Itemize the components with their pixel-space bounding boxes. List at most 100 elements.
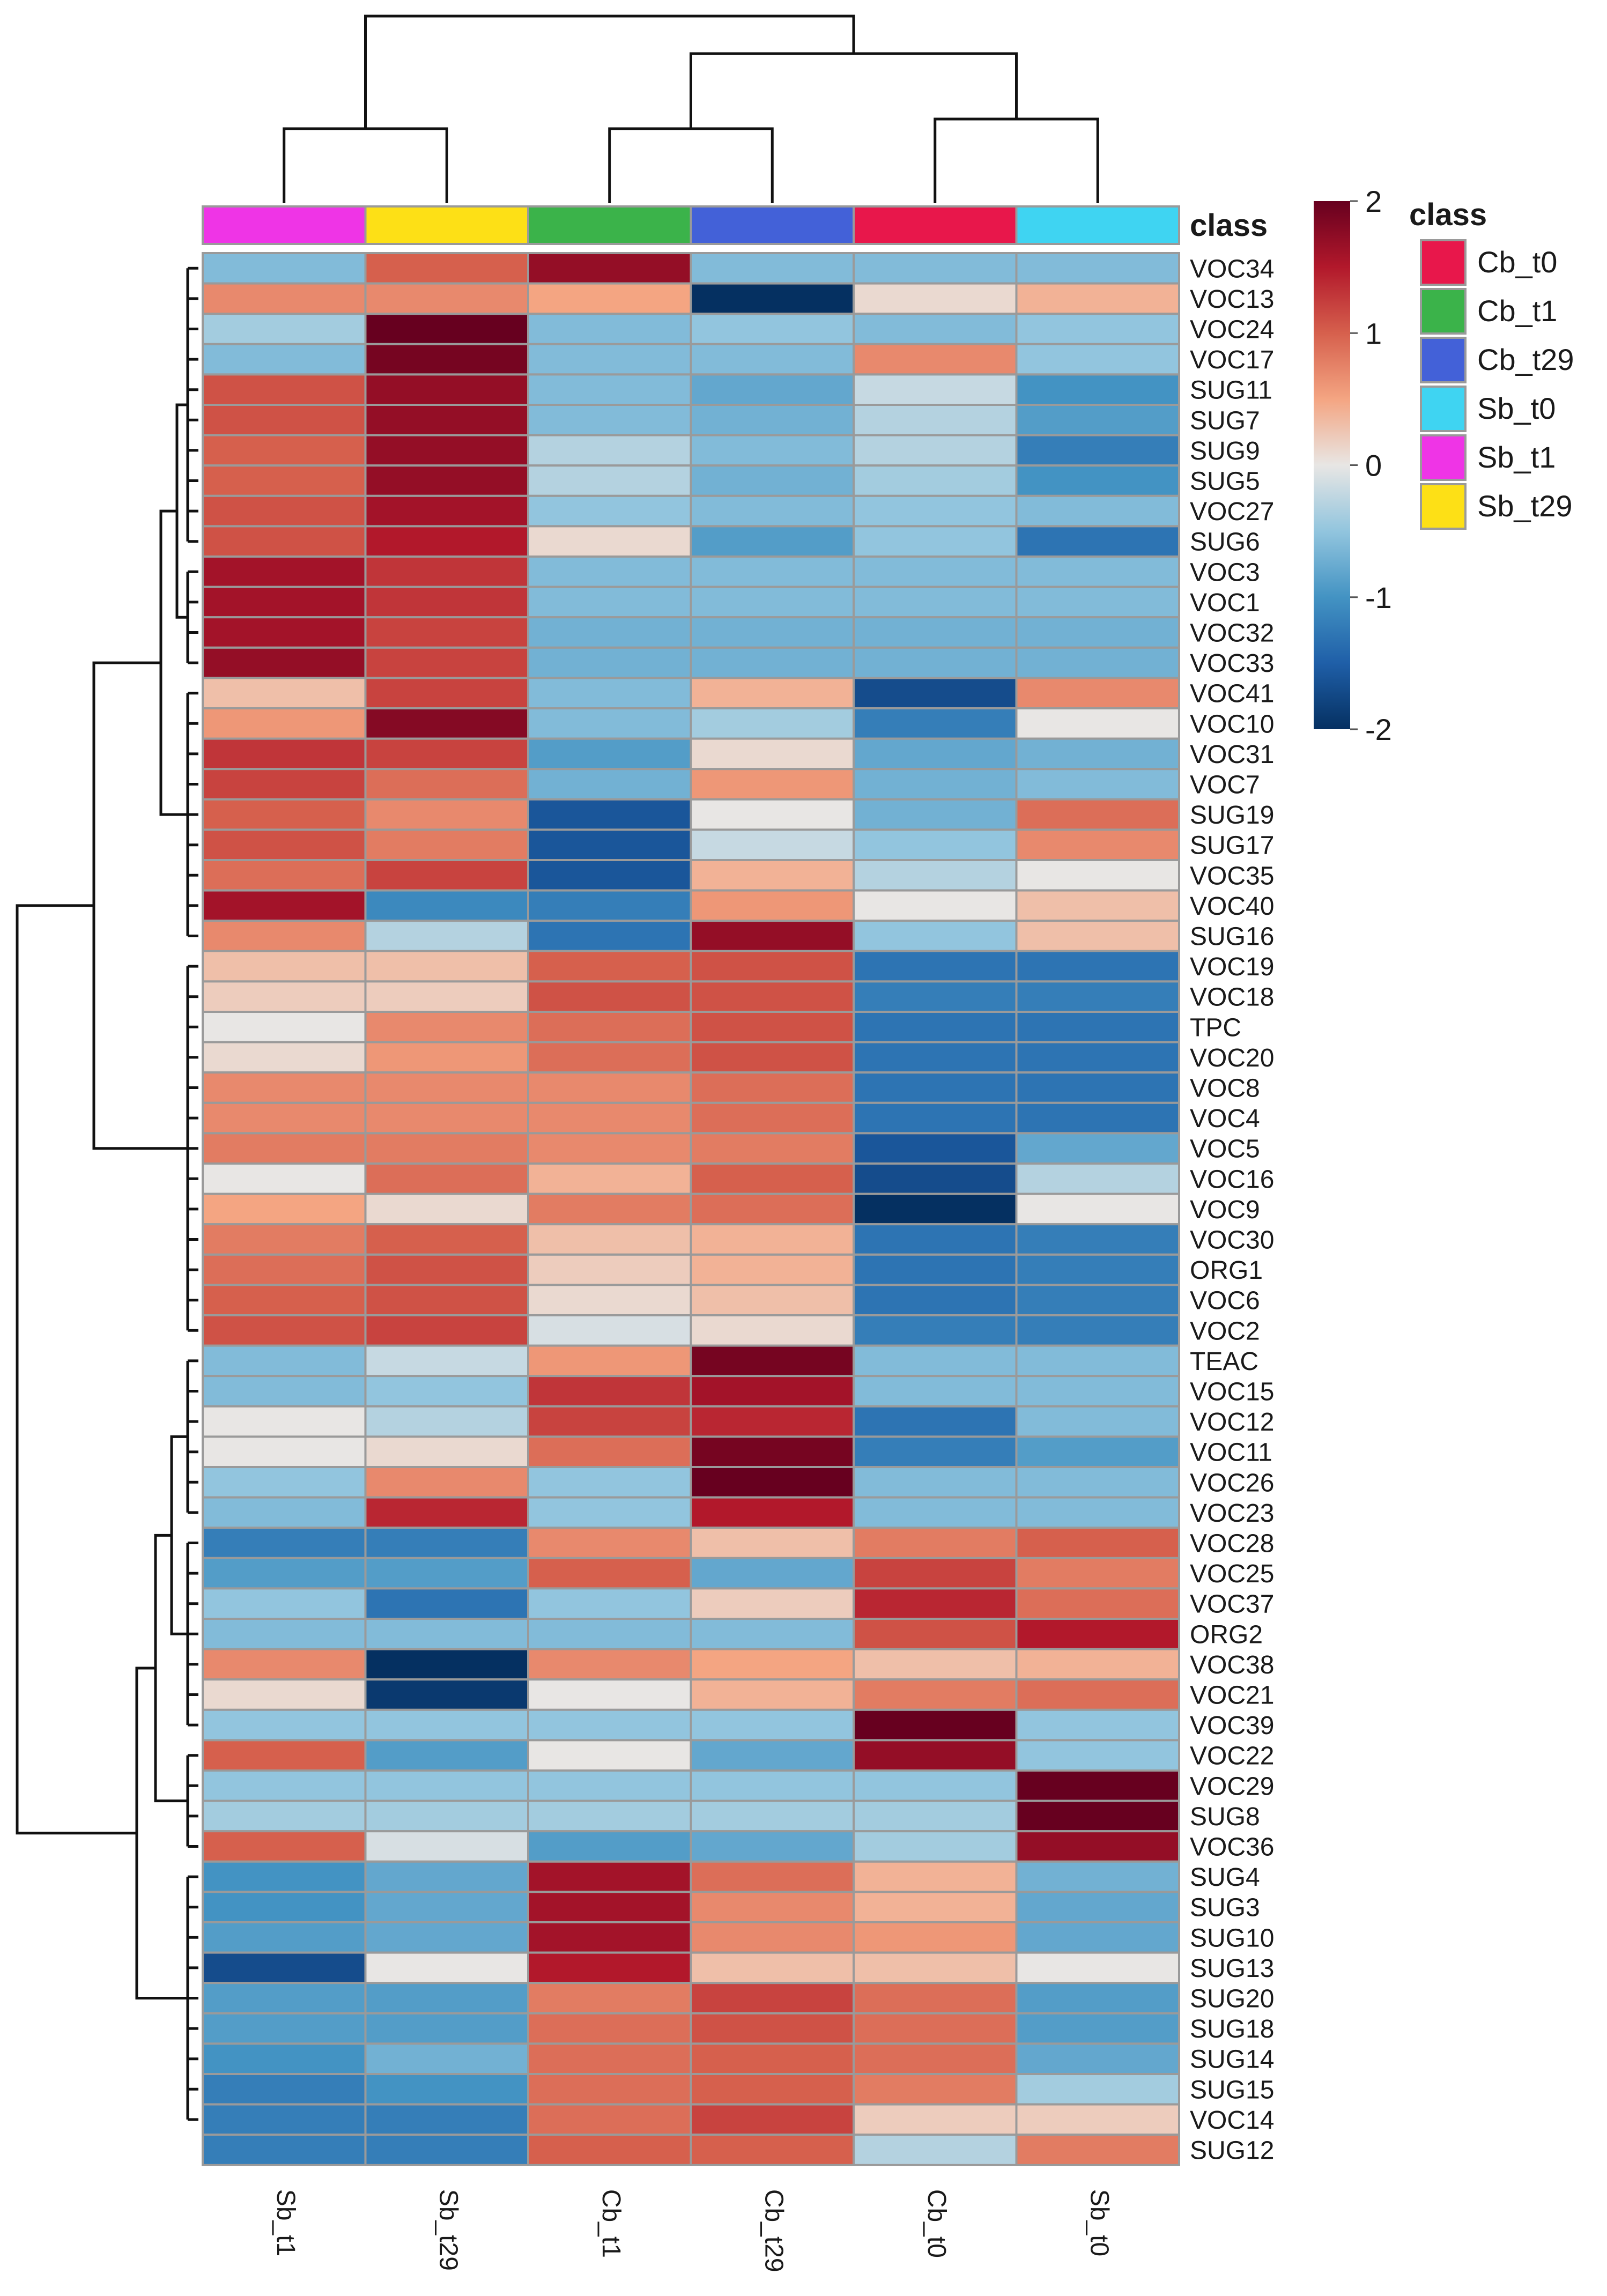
heatmap-cell xyxy=(853,737,1018,771)
heatmap-cell xyxy=(364,1769,529,1802)
heatmap-cell xyxy=(527,1951,692,1984)
heatmap-cell xyxy=(853,1253,1018,1286)
heatmap-cell xyxy=(527,1101,692,1135)
heatmap-cell xyxy=(364,889,529,922)
heatmap-cell xyxy=(853,1678,1018,1711)
heatmap-cell xyxy=(527,2012,692,2045)
heatmap-cell xyxy=(527,282,692,315)
heatmap-cell xyxy=(690,1132,855,1165)
heatmap-cell xyxy=(202,282,367,315)
heatmap-cell xyxy=(853,1982,1018,2014)
class-legend-title: class xyxy=(1409,197,1487,232)
heatmap-cell xyxy=(1015,1344,1180,1377)
heatmap-cell xyxy=(202,1101,367,1135)
heatmap-cell xyxy=(1015,1466,1180,1499)
heatmap-cell xyxy=(527,1162,692,1195)
heatmap-cell xyxy=(1015,859,1180,892)
heatmap-cell xyxy=(853,920,1018,952)
row-label: VOC1 xyxy=(1190,589,1260,617)
heatmap-cell xyxy=(853,1071,1018,1104)
heatmap-cell xyxy=(364,1648,529,1681)
heatmap-cell xyxy=(690,1527,855,1559)
heatmap-cell xyxy=(690,1193,855,1226)
heatmap-cell xyxy=(853,1314,1018,1347)
heatmap-cell xyxy=(1015,494,1180,528)
heatmap-cell xyxy=(202,1223,367,1256)
heatmap-cell xyxy=(364,2042,529,2075)
heatmap-cell xyxy=(690,2134,855,2166)
heatmap-cell xyxy=(527,920,692,952)
row-label: VOC35 xyxy=(1190,862,1274,890)
row-label: SUG20 xyxy=(1190,1985,1274,2013)
heatmap-cell xyxy=(853,282,1018,315)
heatmap-cell xyxy=(527,616,692,649)
heatmap-cell xyxy=(202,434,367,467)
heatmap-cell xyxy=(202,1314,367,1347)
heatmap-cell xyxy=(853,1739,1018,1772)
heatmap-cell xyxy=(853,1799,1018,1833)
row-label: SUG12 xyxy=(1190,2137,1274,2165)
heatmap-cell xyxy=(1015,768,1180,801)
heatmap-cell xyxy=(1015,1587,1180,1620)
heatmap-cell xyxy=(1015,404,1180,436)
heatmap-cell xyxy=(364,1344,529,1377)
heatmap-cell xyxy=(690,737,855,771)
heatmap-cell xyxy=(527,2042,692,2075)
heatmap-cell xyxy=(1015,2012,1180,2045)
heatmap-cell xyxy=(853,1648,1018,1681)
heatmap-cell xyxy=(853,525,1018,558)
heatmap-cell xyxy=(202,1344,367,1377)
heatmap-cell xyxy=(690,1860,855,1893)
heatmap-cell xyxy=(690,1587,855,1620)
row-label: VOC33 xyxy=(1190,649,1274,678)
heatmap-cell xyxy=(364,677,529,710)
heatmap-cell xyxy=(853,1041,1018,1074)
heatmap-cell xyxy=(853,1769,1018,1802)
heatmap-cell xyxy=(853,1132,1018,1165)
heatmap-cell xyxy=(527,1830,692,1863)
legend-swatch xyxy=(1420,288,1467,335)
row-label: VOC25 xyxy=(1190,1560,1274,1588)
heatmap-cell xyxy=(690,1708,855,1742)
heatmap-cell xyxy=(690,1618,855,1650)
heatmap-cell xyxy=(1015,1648,1180,1681)
heatmap-cell xyxy=(527,2103,692,2136)
heatmap-cell xyxy=(527,313,692,345)
heatmap-cell xyxy=(202,980,367,1013)
heatmap-cell xyxy=(202,1982,367,2014)
heatmap-cell xyxy=(527,1739,692,1772)
heatmap-cell xyxy=(1015,1435,1180,1468)
heatmap-cell xyxy=(527,1253,692,1286)
heatmap-cell xyxy=(1015,252,1180,285)
heatmap-cell xyxy=(364,1253,529,1286)
heatmap-cell xyxy=(690,1648,855,1681)
heatmap-cell xyxy=(202,859,367,892)
heatmap-cell xyxy=(202,1769,367,1802)
heatmap-cell xyxy=(1015,282,1180,315)
heatmap-cell xyxy=(690,980,855,1013)
heatmap-cell xyxy=(527,889,692,922)
row-label: VOC12 xyxy=(1190,1408,1274,1436)
heatmap-cell xyxy=(1015,1860,1180,1893)
heatmap-cell xyxy=(527,2134,692,2166)
heatmap-cell xyxy=(202,1253,367,1286)
heatmap-cell xyxy=(202,1618,367,1650)
heatmap-cell xyxy=(527,1466,692,1499)
row-label: VOC2 xyxy=(1190,1317,1260,1345)
heatmap-cell xyxy=(1015,1527,1180,1559)
heatmap-cell xyxy=(364,737,529,771)
heatmap-cell xyxy=(364,282,529,315)
color-scale-tick-label: 0 xyxy=(1365,449,1382,483)
heatmap-cell xyxy=(853,2134,1018,2166)
heatmap-cell xyxy=(202,768,367,801)
heatmap-cell xyxy=(1015,616,1180,649)
heatmap-cell xyxy=(1015,1314,1180,1347)
color-scale-bar xyxy=(1314,201,1350,729)
heatmap-cell xyxy=(527,1921,692,1954)
row-label: ORG2 xyxy=(1190,1620,1263,1649)
heatmap-cell xyxy=(690,1769,855,1802)
heatmap-cell xyxy=(1015,556,1180,588)
row-label: TPC xyxy=(1190,1013,1241,1042)
heatmap-cell xyxy=(202,1435,367,1468)
row-label: SUG16 xyxy=(1190,923,1274,951)
